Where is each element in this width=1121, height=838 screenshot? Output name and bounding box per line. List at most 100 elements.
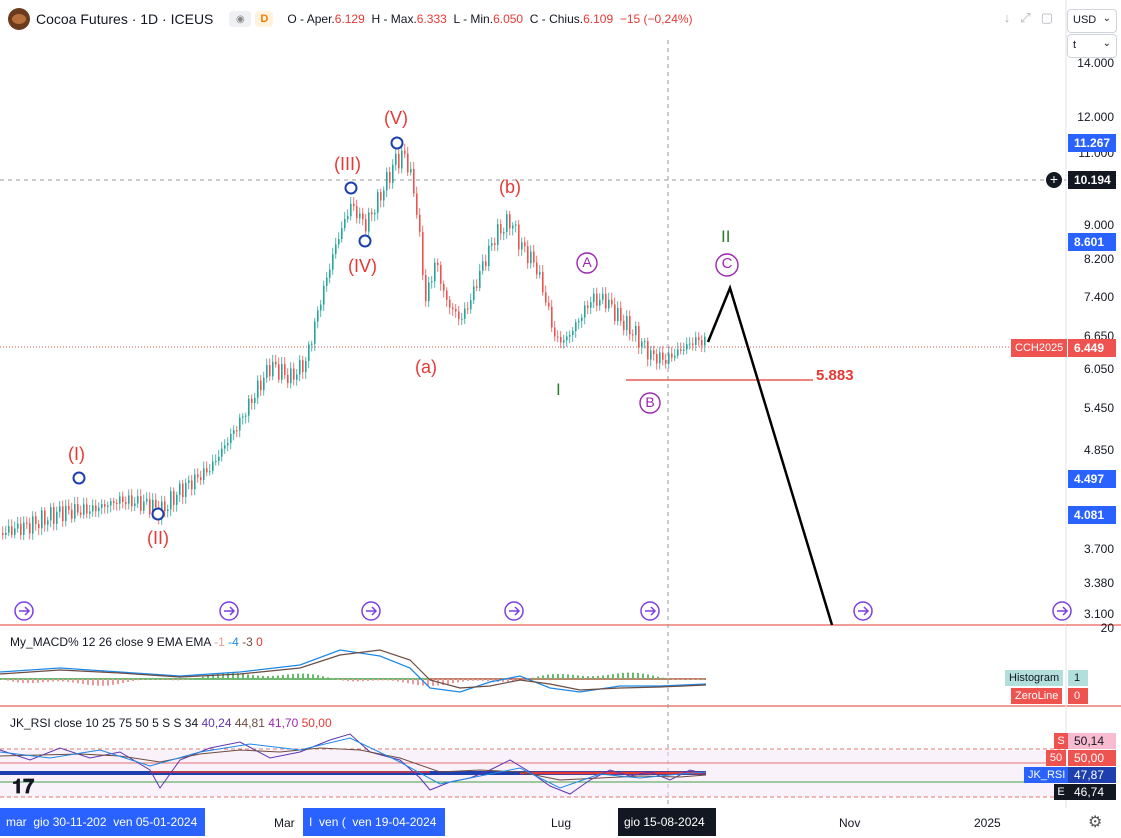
- macd-histogram-bar: [322, 676, 324, 679]
- candle-body: [320, 304, 322, 311]
- candle-body: [221, 448, 223, 457]
- candle-body: [377, 192, 379, 213]
- candle-body: [53, 507, 55, 524]
- wave-marker[interactable]: [390, 136, 404, 150]
- candle-body: [605, 293, 607, 309]
- candle-body: [410, 169, 412, 173]
- candle-body: [83, 504, 85, 515]
- macd-histogram-bar: [122, 679, 124, 684]
- price-tag-level: 4.081: [1068, 506, 1116, 524]
- macd-histogram-bar: [482, 679, 484, 681]
- crosshair-date-tag: gio 15-08-2024: [618, 808, 716, 836]
- price-tag-level: 4.497: [1068, 470, 1116, 488]
- currency-select[interactable]: USD ⌄: [1067, 9, 1117, 33]
- candle-body: [296, 374, 298, 380]
- wave-label[interactable]: (I): [68, 444, 85, 464]
- macd-histogram-bar: [652, 675, 654, 679]
- candle-body: [245, 415, 247, 417]
- screenshot-icon[interactable]: ▢: [1040, 10, 1053, 25]
- candle-body: [689, 343, 691, 345]
- macd-histogram-bar: [282, 675, 284, 679]
- macd-histogram-bar: [52, 679, 54, 682]
- wave-label[interactable]: (V): [384, 108, 408, 128]
- macd-histogram-bar: [92, 679, 94, 686]
- time-tick: 2025: [974, 816, 1001, 830]
- rsi-legend[interactable]: JK_RSI close 10 25 75 50 5 S S 34 40,24 …: [10, 716, 332, 730]
- macd-histogram-bar: [32, 679, 34, 684]
- candle-body: [272, 361, 274, 377]
- price-tick: 6.050: [1083, 362, 1114, 376]
- candle-body: [398, 153, 400, 169]
- macd-histogram-bar: [512, 679, 514, 682]
- candle-body: [590, 302, 592, 308]
- candle-body: [122, 496, 124, 502]
- wave-label-green[interactable]: I: [556, 380, 561, 399]
- candle-body: [545, 292, 547, 303]
- macd-histogram-bar: [547, 674, 549, 679]
- wave-B-circle[interactable]: [639, 392, 661, 414]
- macd-histogram-bar: [597, 675, 599, 679]
- macd-histogram-bar: [97, 679, 99, 686]
- macd-legend[interactable]: My_MACD% 12 26 close 9 EMA EMA -1 -4 -3 …: [10, 635, 263, 649]
- macd-histogram-bar: [272, 675, 274, 679]
- candle-body: [551, 306, 553, 328]
- histogram-tag-value: 1: [1068, 670, 1088, 686]
- candle-body: [488, 245, 490, 267]
- macd-histogram-bar: [602, 675, 604, 679]
- candle-body: [38, 524, 40, 529]
- candle-body: [449, 299, 451, 308]
- price-tick: 5.450: [1083, 401, 1114, 415]
- unit-select[interactable]: t ⌄: [1067, 34, 1117, 58]
- candle-body: [665, 359, 667, 364]
- wave-label[interactable]: (II): [147, 528, 169, 548]
- candle-body: [113, 501, 115, 503]
- macd-histogram-bar: [207, 675, 209, 679]
- candle-body: [167, 509, 169, 512]
- wave-A-circle[interactable]: [576, 252, 598, 274]
- wave-label[interactable]: (a): [415, 357, 437, 377]
- fullscreen-icon[interactable]: ⤢: [1020, 10, 1031, 25]
- candle-body: [266, 365, 268, 378]
- wave-label[interactable]: (b): [499, 177, 521, 197]
- candle-body: [425, 275, 427, 302]
- eye-icon[interactable]: ◉: [229, 11, 252, 27]
- macd-histogram-bar: [12, 679, 14, 682]
- wave-marker[interactable]: [358, 234, 372, 248]
- candle-body: [653, 350, 655, 354]
- candle-body: [47, 520, 49, 525]
- wave-label-green[interactable]: II: [721, 227, 731, 246]
- wave-label[interactable]: (IV): [348, 256, 377, 276]
- macd-histogram-bar: [237, 673, 239, 679]
- time-axis[interactable]: mar gio 30-11-202 ven 05-01-2024 Mar I v…: [0, 808, 1121, 838]
- macd-histogram-bar: [177, 679, 179, 681]
- candle-body: [566, 336, 568, 341]
- candle-body: [35, 516, 37, 525]
- price-tick: 3.380: [1083, 576, 1114, 590]
- candle-body: [236, 430, 238, 432]
- wave-C-circle[interactable]: [715, 253, 739, 277]
- download-icon[interactable]: ↓: [1003, 10, 1011, 25]
- wave-label-purple: C: [721, 255, 733, 272]
- wave-label[interactable]: (III): [334, 154, 361, 174]
- candle-body: [191, 480, 193, 490]
- add-alert-icon[interactable]: +: [1046, 172, 1062, 188]
- candle-body: [518, 224, 520, 250]
- candle-body: [209, 471, 211, 473]
- support-level-label[interactable]: 5.883: [816, 367, 854, 384]
- candle-body: [458, 311, 460, 320]
- wave-marker[interactable]: [151, 507, 165, 521]
- macd-histogram-bar: [332, 678, 334, 680]
- symbol-title[interactable]: Cocoa Futures · 1D · ICEUS: [36, 11, 214, 27]
- time-tick: Mar: [274, 816, 295, 830]
- candle-body: [200, 477, 202, 481]
- wave-marker[interactable]: [72, 471, 86, 485]
- macd-scale-tick: 20: [1100, 621, 1114, 635]
- tradingview-logo-icon[interactable]: 𝟏𝟕: [12, 776, 35, 798]
- wave-marker[interactable]: [344, 181, 358, 195]
- candle-body: [143, 501, 145, 511]
- settings-gear-icon[interactable]: ⚙: [1088, 814, 1103, 831]
- candle-body: [68, 505, 70, 510]
- candle-body: [32, 516, 34, 534]
- macd-histogram-bar: [637, 672, 639, 679]
